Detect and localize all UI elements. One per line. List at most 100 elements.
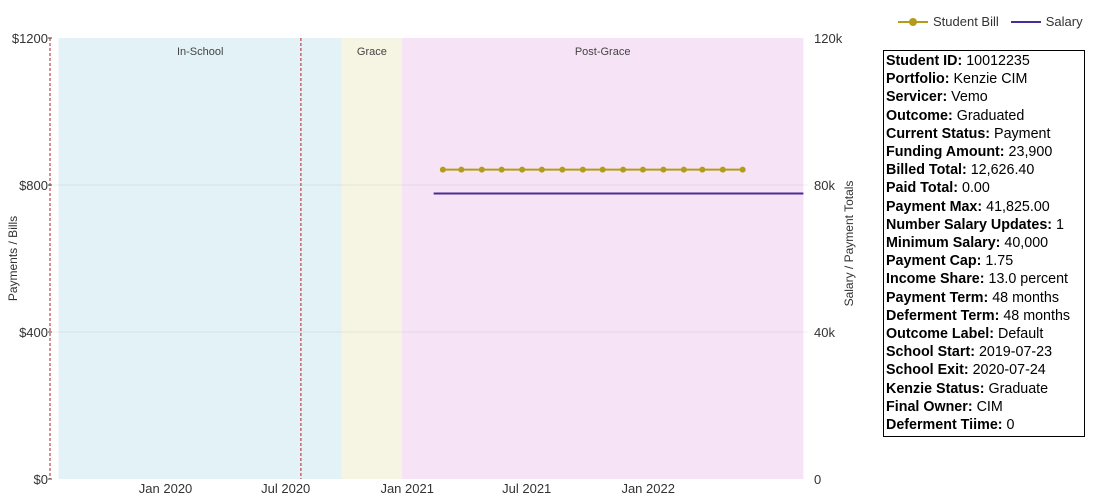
info-value: Graduate [984,380,1049,397]
info-key: Current Status: [886,125,991,142]
info-row: Current Status: Payment [886,125,1082,143]
info-row: Billed Total: 12,626.40 [886,161,1082,179]
x-tick-label: Jan 2020 [139,481,193,496]
y-left-tick-label: $1200 [12,31,48,46]
data-point [719,166,726,173]
info-key: Minimum Salary: [886,235,1001,252]
info-value: 10012235 [962,53,1030,69]
x-tick-label: Jul 2021 [502,481,551,496]
data-point [739,166,746,173]
data-point [599,166,606,173]
info-key: Paid Total: [886,180,959,197]
data-point [579,166,586,173]
data-point [639,166,646,173]
info-row: Final Owner: CIM [886,398,1082,416]
legend: Student Bill Salary [898,14,1089,29]
info-value: 48 months [999,307,1071,324]
data-point [680,166,687,173]
info-row: School Exit: 2020-07-24 [886,361,1082,379]
info-key: Outcome Label: [886,326,995,343]
data-point [660,166,667,173]
legend-swatch [1010,17,1041,27]
region-label: Grace [357,46,387,58]
info-key: Number Salary Updates: [886,216,1053,233]
data-point [498,166,505,173]
legend-entry[interactable]: Salary [1010,14,1083,29]
info-value: 12,626.40 [966,162,1035,179]
info-value: 0.00 [958,180,990,197]
y-left-tick-label: $0 [34,472,48,487]
region-label: Post-Grace [575,46,631,58]
x-tick-label: Jan 2022 [621,481,675,496]
info-row: Funding Amount: 23,900 [886,143,1082,161]
info-key: Portfolio: [886,71,950,88]
region-label: In-School [177,46,223,58]
info-value: 0 [1002,417,1015,434]
y-right-tick-label: 0 [814,472,821,487]
y-right-tick-label: 40k [814,325,835,340]
info-value: CIM [972,398,1003,415]
info-row: Minimum Salary: 40,000 [886,234,1082,252]
y-left-axis-label: Payments / Bills [6,216,20,301]
info-value: 1 [1052,216,1064,233]
info-row: Outcome: Graduated [886,107,1082,125]
info-key: Student ID: [886,53,963,69]
region-in-school [58,38,342,479]
info-row: Number Salary Updates: 1 [886,216,1082,234]
info-key: Servicer: [886,89,948,106]
data-point [620,166,627,173]
gridlines [50,184,808,333]
info-value: 40,000 [1000,235,1049,252]
info-key: Kenzie Status: [886,380,985,397]
info-row: Student ID: 10012235 [886,52,1082,70]
info-row: School Start: 2019-07-23 [886,343,1082,361]
info-row: Kenzie Status: Graduate [886,380,1082,398]
info-key: Final Owner: [886,398,973,415]
data-point [478,166,485,173]
data-point [559,166,566,173]
info-key: School Start: [886,344,975,361]
info-value: 48 months [988,289,1059,306]
vertical-markers [49,38,302,479]
info-value: 1.75 [981,253,1014,270]
info-row: Portfolio: Kenzie CIM [886,70,1082,88]
data-point [538,166,545,173]
info-value: Graduated [952,107,1025,124]
data-point [439,166,446,173]
info-row: Deferment Tiime: 0 [886,416,1082,434]
info-row: Payment Max: 41,825.00 [886,198,1082,216]
info-value: Kenzie CIM [949,71,1028,88]
info-key: Income Share: [886,271,985,288]
data-point [458,166,465,173]
info-value: 41,825.00 [982,198,1050,215]
info-key: Outcome: [886,107,953,124]
data-point [699,166,706,173]
phase-regions: In-School Grace Post-Grace [58,38,804,479]
legend-swatch [898,17,928,27]
info-row: Deferment Term: 48 months [886,307,1082,325]
info-value: 13.0 percent [984,271,1069,288]
info-row: Payment Cap: 1.75 [886,252,1082,270]
info-key: Deferment Tiime: [886,417,1003,434]
y-left-tick-label: $800 [19,178,48,193]
y-right-axis-label: Salary / Payment Totals [842,181,856,307]
info-key: Payment Term: [886,289,989,306]
info-key: Funding Amount: [886,144,1005,161]
info-key: Payment Max: [886,198,983,215]
series-layer [433,166,804,195]
info-value: 2020-07-24 [968,362,1046,379]
axes: $0 $400 $800 $1200 0 40k 80k 120k Jan 2020 Jul 20… [6,31,856,496]
info-row: Income Share: 13.0 percent [886,270,1082,288]
y-right-tick-label: 80k [814,178,835,193]
info-row: Servicer: Vemo [886,88,1082,106]
region-post-grace [401,38,804,479]
data-point [519,166,526,173]
info-key: School Exit: [886,362,969,379]
info-key: Payment Cap: [886,253,982,270]
info-key: Deferment Term: [886,307,1000,324]
x-tick-label: Jan 2021 [380,481,434,496]
legend-label: Student Bill [933,14,999,29]
legend-entry[interactable]: Student Bill [898,14,999,29]
x-tick-label: Jul 2020 [261,481,310,496]
